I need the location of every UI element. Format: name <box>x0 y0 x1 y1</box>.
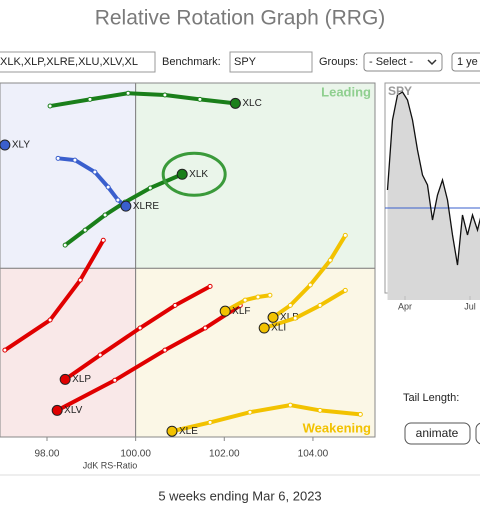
tail-point <box>173 303 177 307</box>
tail-point <box>116 198 120 202</box>
tail-point <box>268 293 272 297</box>
x-tick-label: 100.00 <box>120 449 151 460</box>
series-label: XLF <box>232 306 250 317</box>
tail-point <box>48 318 52 322</box>
benchmark-label: Benchmark: <box>162 56 221 68</box>
head-point <box>167 426 177 436</box>
head-point <box>60 374 70 384</box>
quadrant-label: Weakening <box>303 420 371 435</box>
button-text: animate <box>416 426 459 440</box>
tail-point <box>101 238 105 242</box>
tail-point <box>208 284 212 288</box>
tail-point <box>138 326 142 330</box>
tail-point <box>288 403 292 407</box>
tail-point <box>113 378 117 382</box>
head-point <box>177 169 187 179</box>
series-label: XLE <box>179 426 198 437</box>
tail-point <box>308 283 312 287</box>
mini-tick-label: Jul <box>464 301 476 311</box>
tail-point <box>203 326 207 330</box>
tail-point <box>103 213 107 217</box>
quadrant-improving <box>0 83 136 268</box>
tail-point <box>243 298 247 302</box>
symbols-text: XLK,XLP,XLRE,XLU,XLV,XL <box>0 56 138 68</box>
title: Relative Rotation Graph (RRG) <box>95 7 386 30</box>
series-label: XLV <box>64 405 82 416</box>
tail-point <box>288 303 292 307</box>
series-label: XLP <box>72 374 91 385</box>
head-point <box>259 323 269 333</box>
tail-point <box>148 186 152 190</box>
x-tick-label: 102.00 <box>209 449 240 460</box>
series-label: XLI <box>271 323 286 334</box>
tail-point <box>98 353 102 357</box>
mini-tick-label: Apr <box>398 301 412 311</box>
tail-point <box>318 408 322 412</box>
head-point <box>52 405 62 415</box>
head-point <box>230 98 240 108</box>
tail-point <box>256 295 260 299</box>
tail-point <box>73 158 77 162</box>
tail-point <box>3 348 7 352</box>
head-point <box>268 312 278 322</box>
quadrant-leading <box>136 83 375 268</box>
head-point <box>0 140 10 150</box>
footer: 5 weeks ending Mar 6, 2023 <box>158 488 321 503</box>
tail-point <box>106 185 110 189</box>
tail-point <box>328 258 332 262</box>
series-label: XLK <box>189 169 208 180</box>
tail-point <box>293 316 297 320</box>
button-partial[interactable] <box>476 423 480 444</box>
tail-point <box>56 156 60 160</box>
tail-point <box>343 288 347 292</box>
tail-point <box>198 97 202 101</box>
series-label: XLRE <box>133 201 159 212</box>
groups-text: - Select - <box>369 56 413 68</box>
period-text: 1 ye <box>457 56 478 68</box>
tail-point <box>318 303 322 307</box>
tail-point <box>63 243 67 247</box>
groups-label: Groups: <box>319 56 358 68</box>
tail-point <box>83 228 87 232</box>
head-point <box>121 201 131 211</box>
tail-point <box>78 278 82 282</box>
tail-label: Tail Length: <box>403 392 459 404</box>
tail-point <box>343 233 347 237</box>
x-axis-label: JdK RS-Ratio <box>83 460 138 470</box>
tail-point <box>248 410 252 414</box>
mini-title: SPY <box>388 84 412 98</box>
tail-point <box>163 348 167 352</box>
head-point <box>220 306 230 316</box>
benchmark-text: SPY <box>234 56 257 68</box>
x-tick-label: 98.00 <box>34 449 59 460</box>
series-label: XLY <box>12 140 30 151</box>
tail-point <box>358 412 362 416</box>
quadrant-label: Leading <box>321 84 371 99</box>
tail-point <box>208 420 212 424</box>
tail-point <box>126 91 130 95</box>
x-tick-label: 104.00 <box>298 449 329 460</box>
series-label: XLC <box>242 98 261 109</box>
tail-point <box>88 97 92 101</box>
tail-point <box>48 104 52 108</box>
tail-point <box>163 93 167 97</box>
tail-point <box>93 170 97 174</box>
